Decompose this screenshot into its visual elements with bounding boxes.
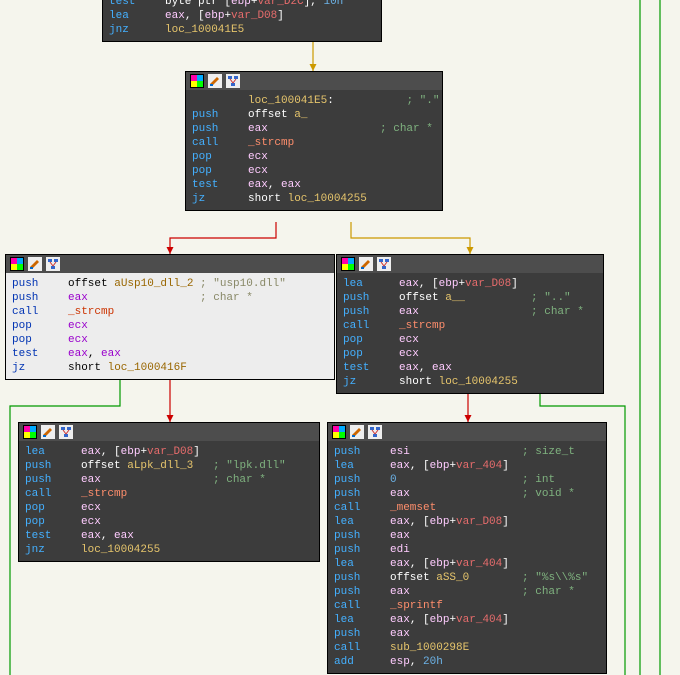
colors-icon[interactable] [332,425,346,439]
edit-icon[interactable] [28,257,42,271]
colors-icon[interactable] [23,425,37,439]
graph-icon[interactable] [59,425,73,439]
asm-listing: testbyte ptr [ebp+var_D2C], 10hleaeax, [… [103,0,381,41]
basic-block-n2[interactable]: pushoffset aUsp10_dll_2 ; "usp10.dll"pus… [5,254,335,380]
flow-edge [170,222,276,254]
block-toolbar [6,255,334,273]
graph-icon[interactable] [226,74,240,88]
colors-icon[interactable] [341,257,355,271]
edit-icon[interactable] [359,257,373,271]
block-toolbar [186,72,442,90]
asm-listing: loc_100041E5: ; "."pushoffset a_pusheax … [186,90,442,210]
basic-block-n3[interactable]: leaeax, [ebp+var_D08]pushoffset a__ ; ".… [336,254,604,394]
asm-listing: leaeax, [ebp+var_D08]pushoffset a__ ; ".… [337,273,603,393]
graph-icon[interactable] [46,257,60,271]
basic-block-n4[interactable]: leaeax, [ebp+var_D08]pushoffset aLpk_dll… [18,422,320,562]
block-toolbar [19,423,319,441]
edit-icon[interactable] [350,425,364,439]
colors-icon[interactable] [190,74,204,88]
asm-listing: pushesi ; size_tleaeax, [ebp+var_404]pus… [328,441,606,673]
asm-listing: pushoffset aUsp10_dll_2 ; "usp10.dll"pus… [6,273,334,379]
edit-icon[interactable] [41,425,55,439]
asm-listing: leaeax, [ebp+var_D08]pushoffset aLpk_dll… [19,441,319,561]
block-toolbar [337,255,603,273]
graph-icon[interactable] [368,425,382,439]
basic-block-n5[interactable]: pushesi ; size_tleaeax, [ebp+var_404]pus… [327,422,607,674]
basic-block-n1[interactable]: loc_100041E5: ; "."pushoffset a_pusheax … [185,71,443,211]
graph-icon[interactable] [377,257,391,271]
edit-icon[interactable] [208,74,222,88]
colors-icon[interactable] [10,257,24,271]
flow-edge [351,222,470,254]
block-toolbar [328,423,606,441]
basic-block-n0[interactable]: testbyte ptr [ebp+var_D2C], 10hleaeax, [… [102,0,382,42]
